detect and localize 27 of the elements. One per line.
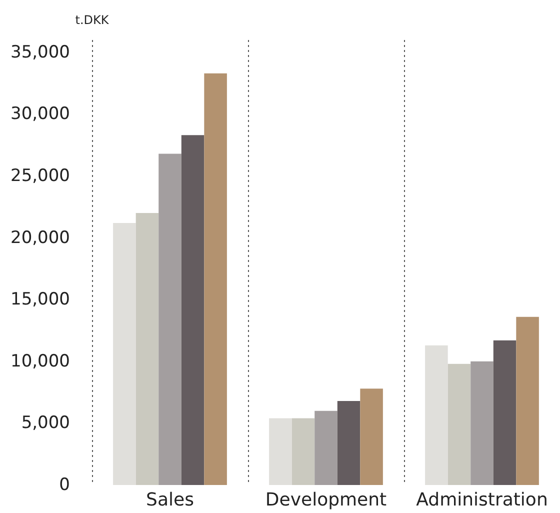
bar [470, 361, 494, 485]
y-tick-label: 35,000 [10, 42, 70, 62]
bar [337, 400, 360, 485]
bar [204, 73, 227, 485]
bar [314, 410, 338, 485]
y-tick-label: 20,000 [10, 228, 70, 248]
y-tick-label: 5,000 [21, 413, 70, 434]
bar [448, 364, 471, 485]
bar [113, 222, 136, 485]
y-tick-label: 15,000 [10, 290, 70, 310]
bar [425, 345, 448, 485]
x-tick-label: Development [265, 490, 387, 510]
y-tick-label: 10,000 [10, 351, 70, 372]
bar [181, 135, 204, 485]
y-tick-label: 25,000 [10, 166, 70, 186]
bar [360, 388, 383, 485]
bar [269, 418, 292, 485]
bar [493, 340, 516, 485]
y-tick-label: 30,000 [10, 104, 70, 124]
bar [516, 316, 539, 485]
x-tick-label: Sales [146, 490, 194, 510]
bar [292, 418, 315, 485]
y-tick-label: 0 [59, 475, 70, 495]
bar [136, 213, 159, 485]
x-tick-label: Administration [416, 490, 548, 510]
y-axis-title: t.DKK [75, 13, 110, 27]
bar [158, 154, 182, 485]
